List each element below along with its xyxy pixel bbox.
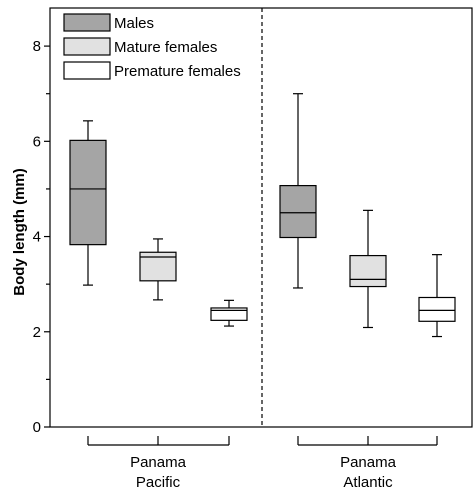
y-tick-label: 0 bbox=[33, 419, 41, 436]
group-label: Atlantic bbox=[343, 474, 393, 491]
box-iqr bbox=[349, 254, 387, 288]
box-iqr bbox=[69, 139, 107, 246]
group-label: Pacific bbox=[136, 474, 181, 491]
legend-swatch bbox=[63, 37, 111, 56]
legend-swatch bbox=[63, 13, 111, 32]
legend-swatch bbox=[63, 61, 111, 80]
plot-frame bbox=[49, 7, 473, 428]
box-iqr bbox=[418, 296, 456, 322]
box-iqr bbox=[210, 307, 248, 321]
group-label: Panama bbox=[340, 454, 397, 471]
legend-label: Males bbox=[114, 15, 154, 32]
y-tick-label: 8 bbox=[33, 38, 41, 55]
legend-label: Premature females bbox=[114, 63, 241, 80]
group-label: Panama bbox=[130, 454, 187, 471]
y-tick-label: 2 bbox=[33, 324, 41, 341]
legend-label: Mature females bbox=[114, 39, 217, 56]
y-tick-label: 6 bbox=[33, 133, 41, 150]
y-axis-title: Body length (mm) bbox=[11, 168, 28, 296]
box-iqr bbox=[279, 184, 317, 239]
y-tick-label: 4 bbox=[33, 229, 41, 246]
